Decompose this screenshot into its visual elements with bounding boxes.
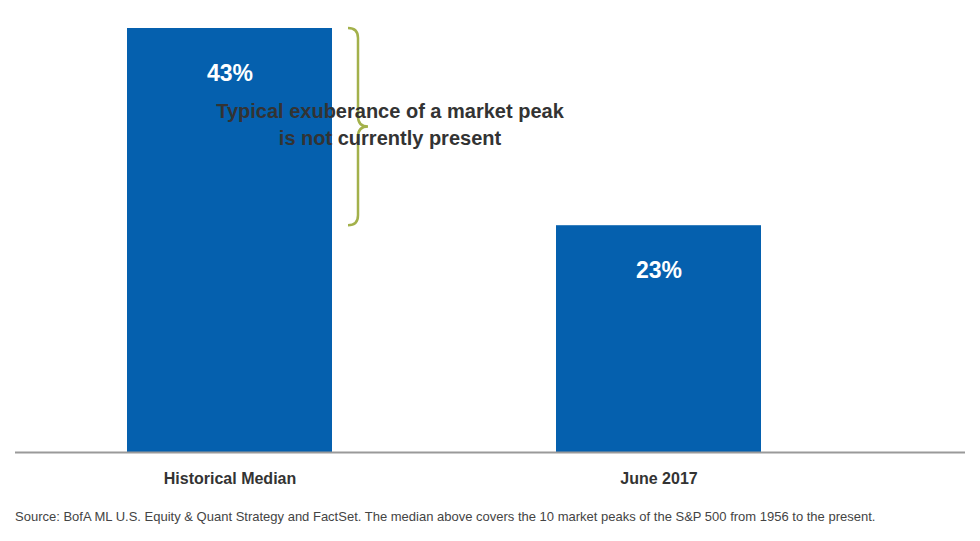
svg-text:Historical Median: Historical Median — [164, 470, 296, 487]
svg-text:43%: 43% — [207, 60, 253, 86]
svg-text:Typical exuberance of a market: Typical exuberance of a market peakis no… — [216, 100, 564, 149]
svg-text:23%: 23% — [636, 257, 682, 283]
svg-text:June 2017: June 2017 — [620, 470, 697, 487]
html-text:Source: BofA ML U.S. Equity &: Source: BofA ML U.S. Equity & Quant Stra… — [15, 509, 876, 524]
